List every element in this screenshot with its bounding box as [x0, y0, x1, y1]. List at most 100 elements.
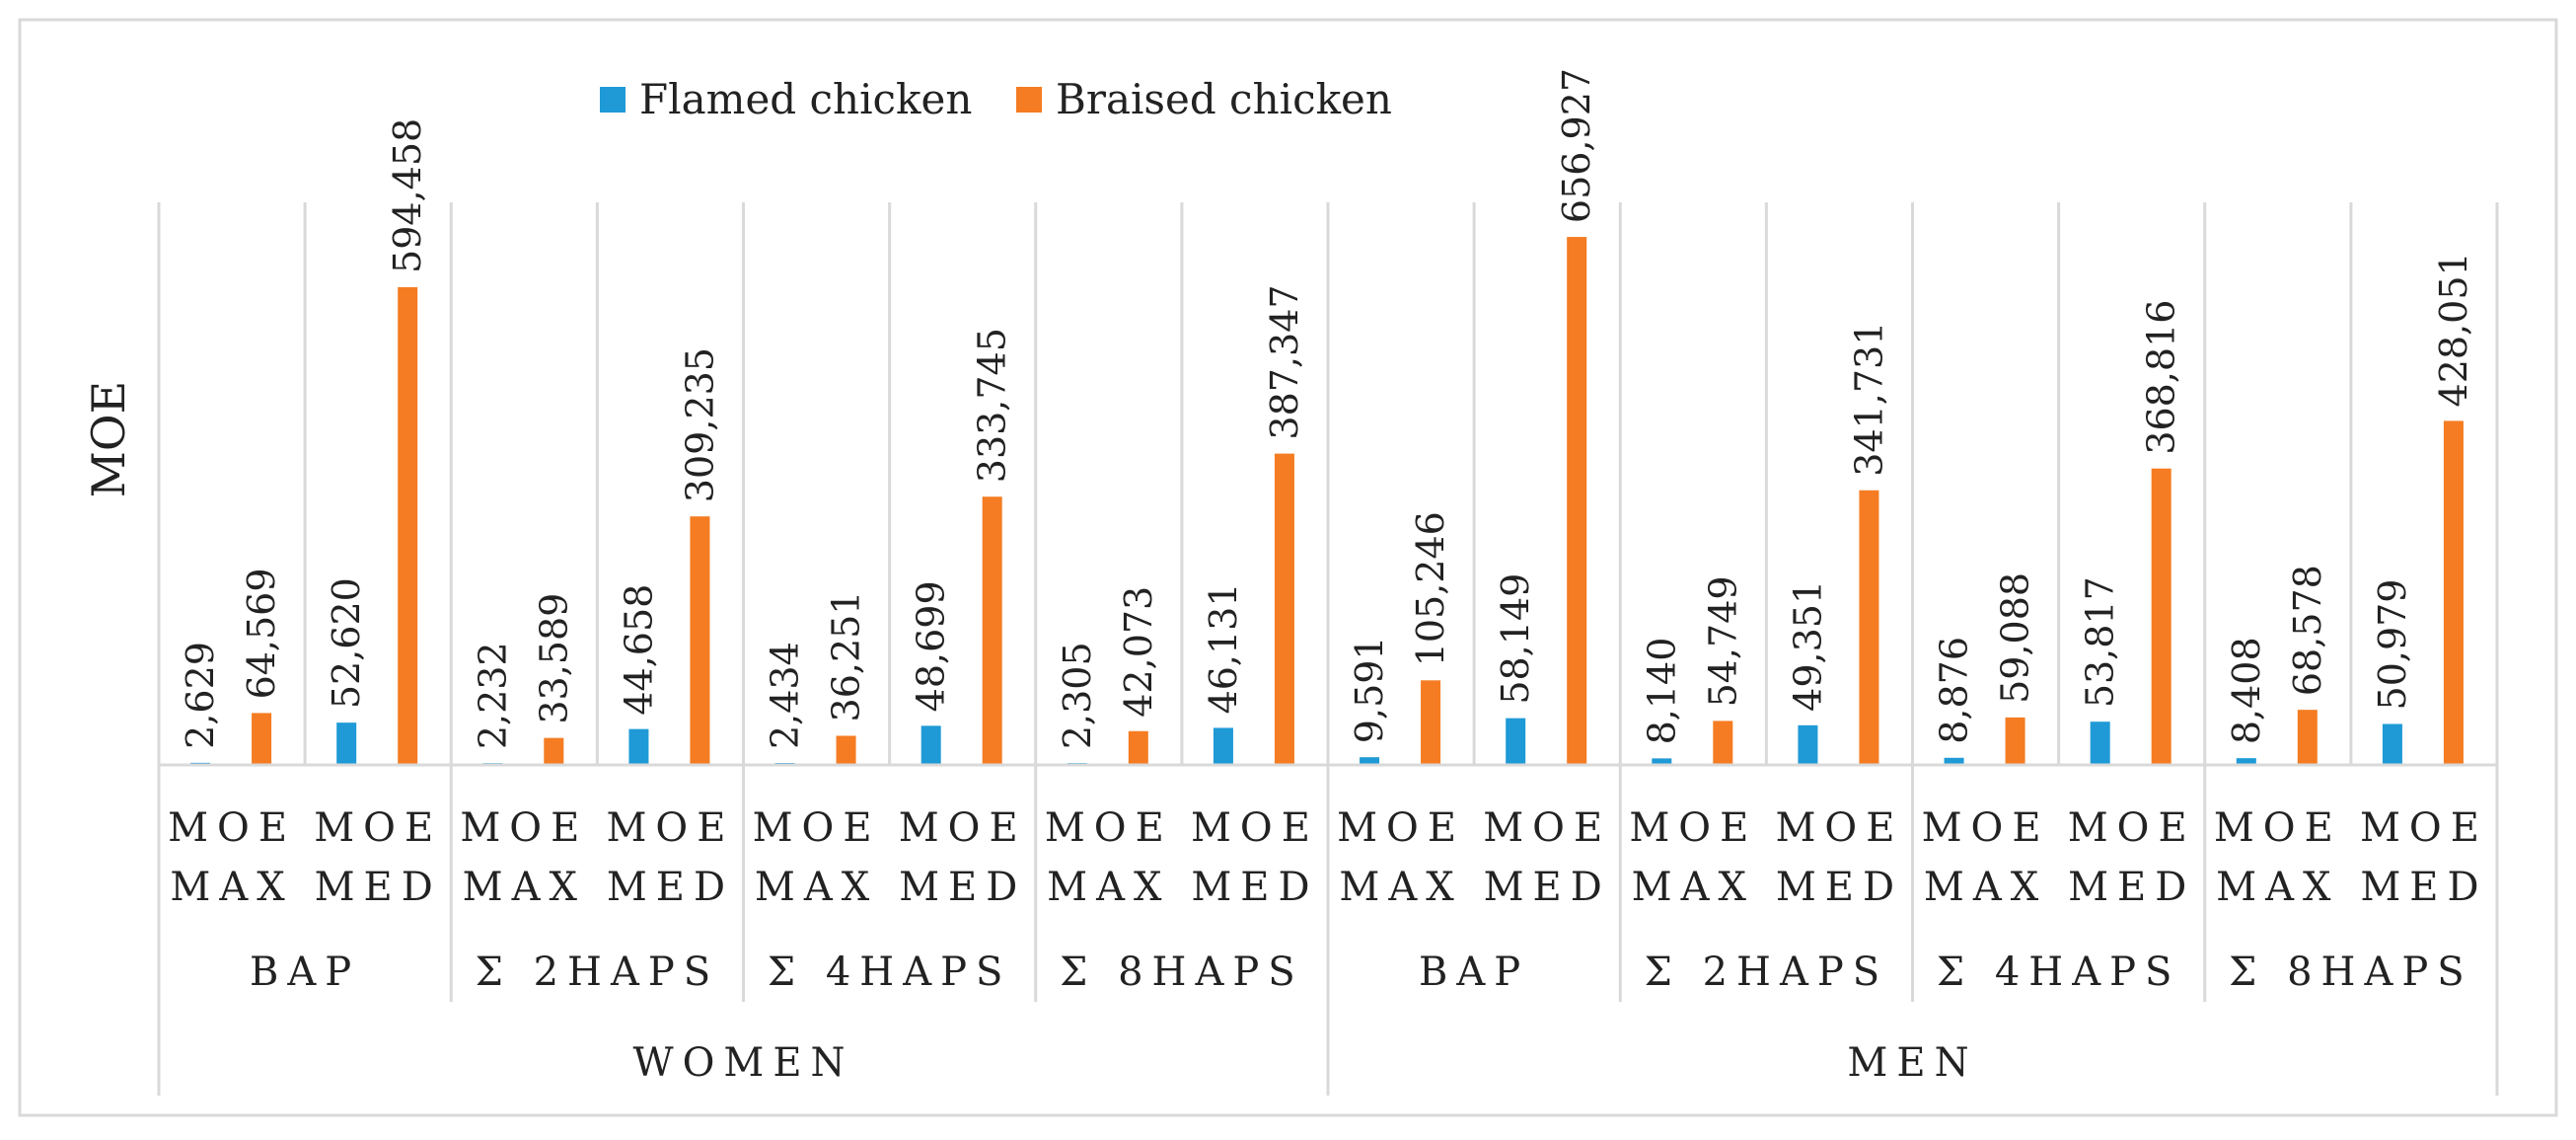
bar-flamed-chicken — [1506, 718, 1526, 765]
legend-label-flamed-chicken: Flamed chicken — [639, 75, 972, 123]
group-label: BAP — [250, 950, 360, 995]
group-label: BAP — [1419, 950, 1529, 995]
category-tick-label: MOE — [606, 805, 734, 851]
category-separators — [157, 202, 2499, 765]
bar-braised-chicken — [252, 713, 272, 765]
category-tick-label: MAX — [463, 865, 586, 910]
data-label-braised-chicken: 428,051 — [2432, 252, 2475, 407]
data-label-braised-chicken: 105,246 — [1409, 511, 1452, 666]
group-label: Σ 8HAPS — [2229, 950, 2473, 995]
bar-braised-chicken — [398, 286, 418, 765]
data-label-flamed-chicken: 8,140 — [1640, 638, 1683, 745]
bar-flamed-chicken — [1213, 727, 1233, 765]
category-tick-label: MOE — [2360, 805, 2488, 851]
category-tick-label: MOE — [899, 805, 1027, 851]
data-label-braised-chicken: 42,073 — [1117, 586, 1160, 718]
bar-braised-chicken — [2151, 468, 2171, 765]
data-label-braised-chicken: 333,745 — [971, 328, 1014, 483]
data-label-flamed-chicken: 2,629 — [179, 642, 222, 749]
category-tick-label: MED — [2360, 865, 2487, 910]
y-axis-label: MOE — [82, 381, 135, 497]
category-tick-label: MAX — [1339, 865, 1462, 910]
data-label-flamed-chicken: 2,232 — [471, 642, 514, 749]
bar-flamed-chicken — [2382, 723, 2402, 765]
legend-swatch-braised-chicken — [1016, 87, 1042, 113]
data-label-flamed-chicken: 49,351 — [1786, 580, 1829, 712]
bar-flamed-chicken — [1652, 758, 1672, 765]
data-label-braised-chicken: 36,251 — [825, 591, 868, 722]
category-tick-label: MED — [607, 865, 734, 910]
bar-flamed-chicken — [1360, 757, 1380, 765]
category-tick-label: MAX — [2216, 865, 2339, 910]
category-tick-label: MED — [1776, 865, 1903, 910]
bar-braised-chicken — [982, 496, 1002, 765]
data-label-flamed-chicken: 8,876 — [1933, 637, 1976, 744]
data-label-braised-chicken: 64,569 — [240, 568, 283, 699]
category-tick-label: MED — [1484, 865, 1611, 910]
bar-braised-chicken — [1128, 730, 1148, 765]
bar-braised-chicken — [1421, 680, 1441, 765]
bar-braised-chicken — [2297, 710, 2318, 765]
category-tick-label: MOE — [2068, 805, 2196, 851]
bar-braised-chicken — [544, 737, 564, 765]
data-label-flamed-chicken: 44,658 — [617, 584, 660, 716]
category-tick-label: MOE — [2214, 805, 2342, 851]
data-label-flamed-chicken: 9,591 — [1348, 636, 1391, 743]
bar-flamed-chicken — [1944, 757, 1964, 765]
bar-flamed-chicken — [2090, 722, 2110, 765]
data-label-braised-chicken: 594,458 — [386, 118, 429, 273]
legend: Flamed chicken Braised chicken — [600, 75, 1392, 123]
data-label-braised-chicken: 341,731 — [1847, 322, 1890, 477]
data-label-braised-chicken: 309,235 — [678, 347, 721, 502]
category-tick-label: MOE — [1337, 805, 1465, 851]
data-label-flamed-chicken: 8,408 — [2225, 637, 2268, 744]
data-label-flamed-chicken: 58,149 — [1494, 573, 1537, 705]
bar-flamed-chicken — [628, 728, 649, 765]
bar-flamed-chicken — [336, 722, 357, 765]
data-label-braised-chicken: 68,578 — [2286, 565, 2329, 696]
group-label: Σ 4HAPS — [768, 950, 1012, 995]
bar-braised-chicken — [2443, 420, 2464, 765]
data-label-flamed-chicken: 48,699 — [910, 580, 953, 712]
bar-flamed-chicken — [2236, 758, 2256, 765]
data-label-flamed-chicken: 50,979 — [2371, 579, 2414, 711]
bar-braised-chicken — [2005, 717, 2025, 765]
bar-braised-chicken — [1567, 237, 1587, 765]
category-tick-label: MED — [315, 865, 442, 910]
bar-flamed-chicken — [1798, 724, 1818, 765]
group-label: Σ 2HAPS — [1645, 950, 1889, 995]
category-tick-label: MOE — [314, 805, 442, 851]
data-label-flamed-chicken: 2,305 — [1056, 642, 1099, 749]
group-label: Σ 8HAPS — [1060, 950, 1304, 995]
category-tick-label: MAX — [755, 865, 878, 910]
x-axis: MOE MAX MOE MED MOE MAX MOE MED MOE MAX MOE MED MOE M… — [157, 763, 2499, 1096]
category-tick-label: MOE — [1629, 805, 1757, 851]
bar-braised-chicken — [1274, 453, 1294, 765]
data-label-braised-chicken: 59,088 — [1994, 572, 2037, 704]
bars — [190, 237, 2464, 765]
data-label-braised-chicken: 33,589 — [532, 593, 575, 724]
data-label-flamed-chicken: 46,131 — [1202, 582, 1245, 714]
category-tick-label: MAX — [170, 865, 293, 910]
data-label-braised-chicken: 656,927 — [1555, 68, 1598, 223]
category-tick-label: MOE — [1191, 805, 1319, 851]
category-tick-label: MAX — [1047, 865, 1170, 910]
category-tick-label: MED — [2068, 865, 2195, 910]
group-label: Σ 2HAPS — [476, 950, 720, 995]
data-label-flamed-chicken: 53,817 — [2079, 576, 2122, 708]
legend-swatch-flamed-chicken — [600, 87, 626, 113]
category-tick-label: MOE — [753, 805, 881, 851]
bar-braised-chicken — [836, 735, 856, 765]
legend-label-braised-chicken: Braised chicken — [1056, 75, 1392, 123]
category-tick-label: MOE — [1045, 805, 1173, 851]
category-tick-label: MOE — [1483, 805, 1611, 851]
category-tick-label: MED — [1191, 865, 1318, 910]
bar-flamed-chicken — [920, 725, 941, 765]
category-tick-label: MED — [899, 865, 1026, 910]
bar-braised-chicken — [1713, 721, 1733, 765]
data-label-braised-chicken: 54,749 — [1701, 575, 1744, 707]
bar-braised-chicken — [1859, 490, 1879, 765]
gender-label-women: WOMEN — [632, 1040, 853, 1086]
